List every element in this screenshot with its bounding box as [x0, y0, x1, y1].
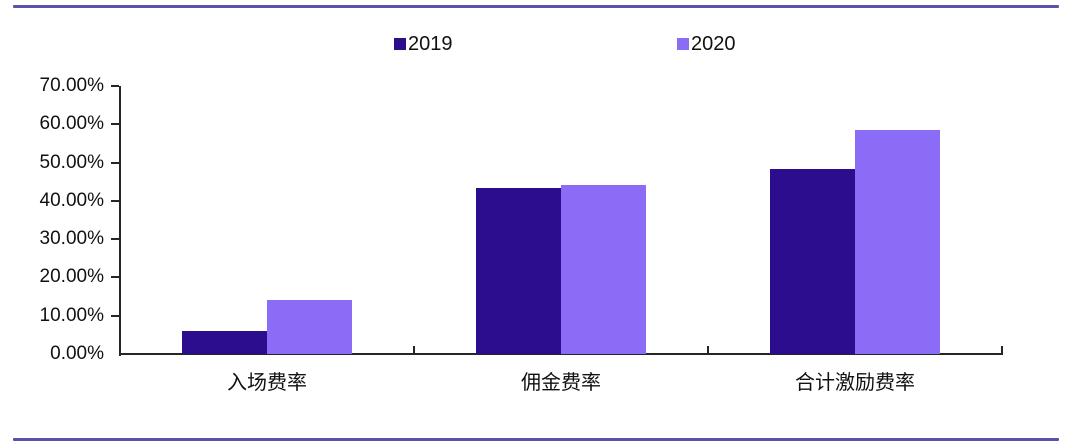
bar-2019-cat2	[476, 188, 561, 354]
y-tick	[111, 85, 119, 87]
legend-swatch-2019-icon	[394, 38, 406, 50]
y-tick	[111, 162, 119, 164]
y-axis-label: 20.00%	[39, 266, 104, 287]
x-tick	[413, 346, 415, 355]
x-axis-label-1: 入场费率	[227, 372, 307, 394]
top-divider	[13, 5, 1059, 8]
x-tick	[119, 346, 121, 355]
bar-2020-cat1	[267, 300, 352, 354]
plot-area	[120, 86, 1002, 354]
x-tick	[707, 346, 709, 355]
y-tick	[111, 238, 119, 240]
legend-swatch-2020-icon	[677, 38, 689, 50]
y-tick	[111, 200, 119, 202]
y-tick	[111, 276, 119, 278]
bar-2019-cat1	[182, 331, 267, 354]
legend-item-2020: 2020	[677, 33, 736, 55]
x-axis-label-3: 合计激励费率	[795, 372, 915, 394]
bottom-divider	[13, 438, 1059, 441]
y-axis-label: 70.00%	[39, 75, 104, 96]
y-axis-label: 30.00%	[39, 228, 104, 249]
y-axis-label: 40.00%	[39, 190, 104, 211]
y-axis-label: 60.00%	[39, 113, 104, 134]
y-tick	[111, 123, 119, 125]
y-axis-label: 50.00%	[39, 152, 104, 173]
y-axis-line	[119, 86, 121, 356]
bar-2020-cat3	[855, 130, 940, 354]
legend-label-2019: 2019	[408, 32, 453, 55]
bar-2020-cat2	[561, 185, 646, 354]
y-axis-label: 10.00%	[39, 305, 104, 326]
y-tick	[111, 315, 119, 317]
x-axis-line	[119, 353, 1003, 355]
legend-label-2020: 2020	[691, 32, 736, 55]
bar-2019-cat3	[770, 169, 855, 354]
x-axis-label-2: 佣金费率	[521, 372, 601, 394]
legend-item-2019: 2019	[394, 33, 453, 55]
y-axis-label: 0.00%	[50, 343, 104, 364]
x-tick	[1001, 346, 1003, 355]
